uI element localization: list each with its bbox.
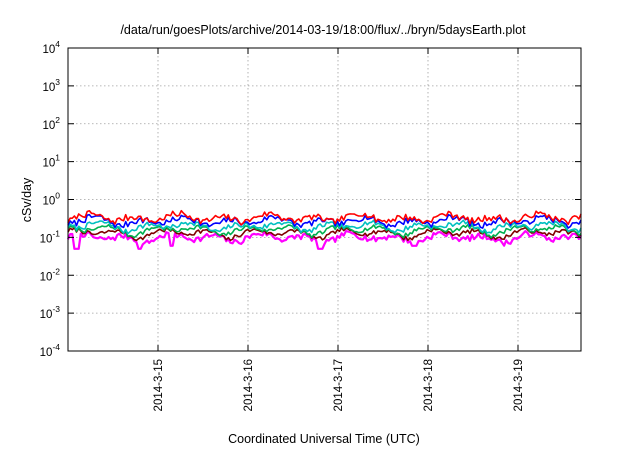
y-tick-label: 103 — [42, 77, 60, 94]
y-tick-label: 104 — [42, 39, 60, 56]
series-dark-red — [67, 226, 582, 242]
x-tick-label: 2014-3-17 — [333, 359, 345, 411]
x-tick-label: 2014-3-16 — [243, 359, 255, 411]
y-tick-label: 101 — [42, 153, 60, 170]
x-axis: 2014-3-15 2014-3-16 2014-3-17 2014-3-18 2014… — [153, 48, 525, 411]
series-green — [67, 224, 582, 239]
x-tick-label: 2014-3-18 — [423, 359, 435, 411]
x-axis-label: Coordinated Universal Time (UTC) — [228, 432, 420, 446]
series-magenta — [66, 230, 582, 250]
chart-title: /data/run/goesPlots/archive/2014-03-19/1… — [120, 23, 526, 37]
x-tick-label: 2014-3-15 — [153, 359, 165, 411]
grid — [68, 48, 581, 351]
series-layer — [66, 209, 582, 250]
y-axis-label: cSv/day — [20, 177, 34, 222]
y-tick-label: 102 — [42, 115, 60, 132]
series-red — [67, 209, 582, 226]
y-tick-label: 10-3 — [40, 304, 61, 321]
y-tick-label: 100 — [42, 191, 60, 208]
y-tick-label: 10-4 — [40, 342, 61, 359]
x-tick-label: 2014-3-19 — [513, 359, 525, 411]
series-cyan — [67, 219, 582, 235]
y-tick-label: 10-2 — [40, 266, 61, 283]
y-axis: 10-4 10-3 10-2 10-1 100 101 102 103 104 — [40, 39, 581, 359]
y-tick-label: 10-1 — [40, 228, 61, 245]
